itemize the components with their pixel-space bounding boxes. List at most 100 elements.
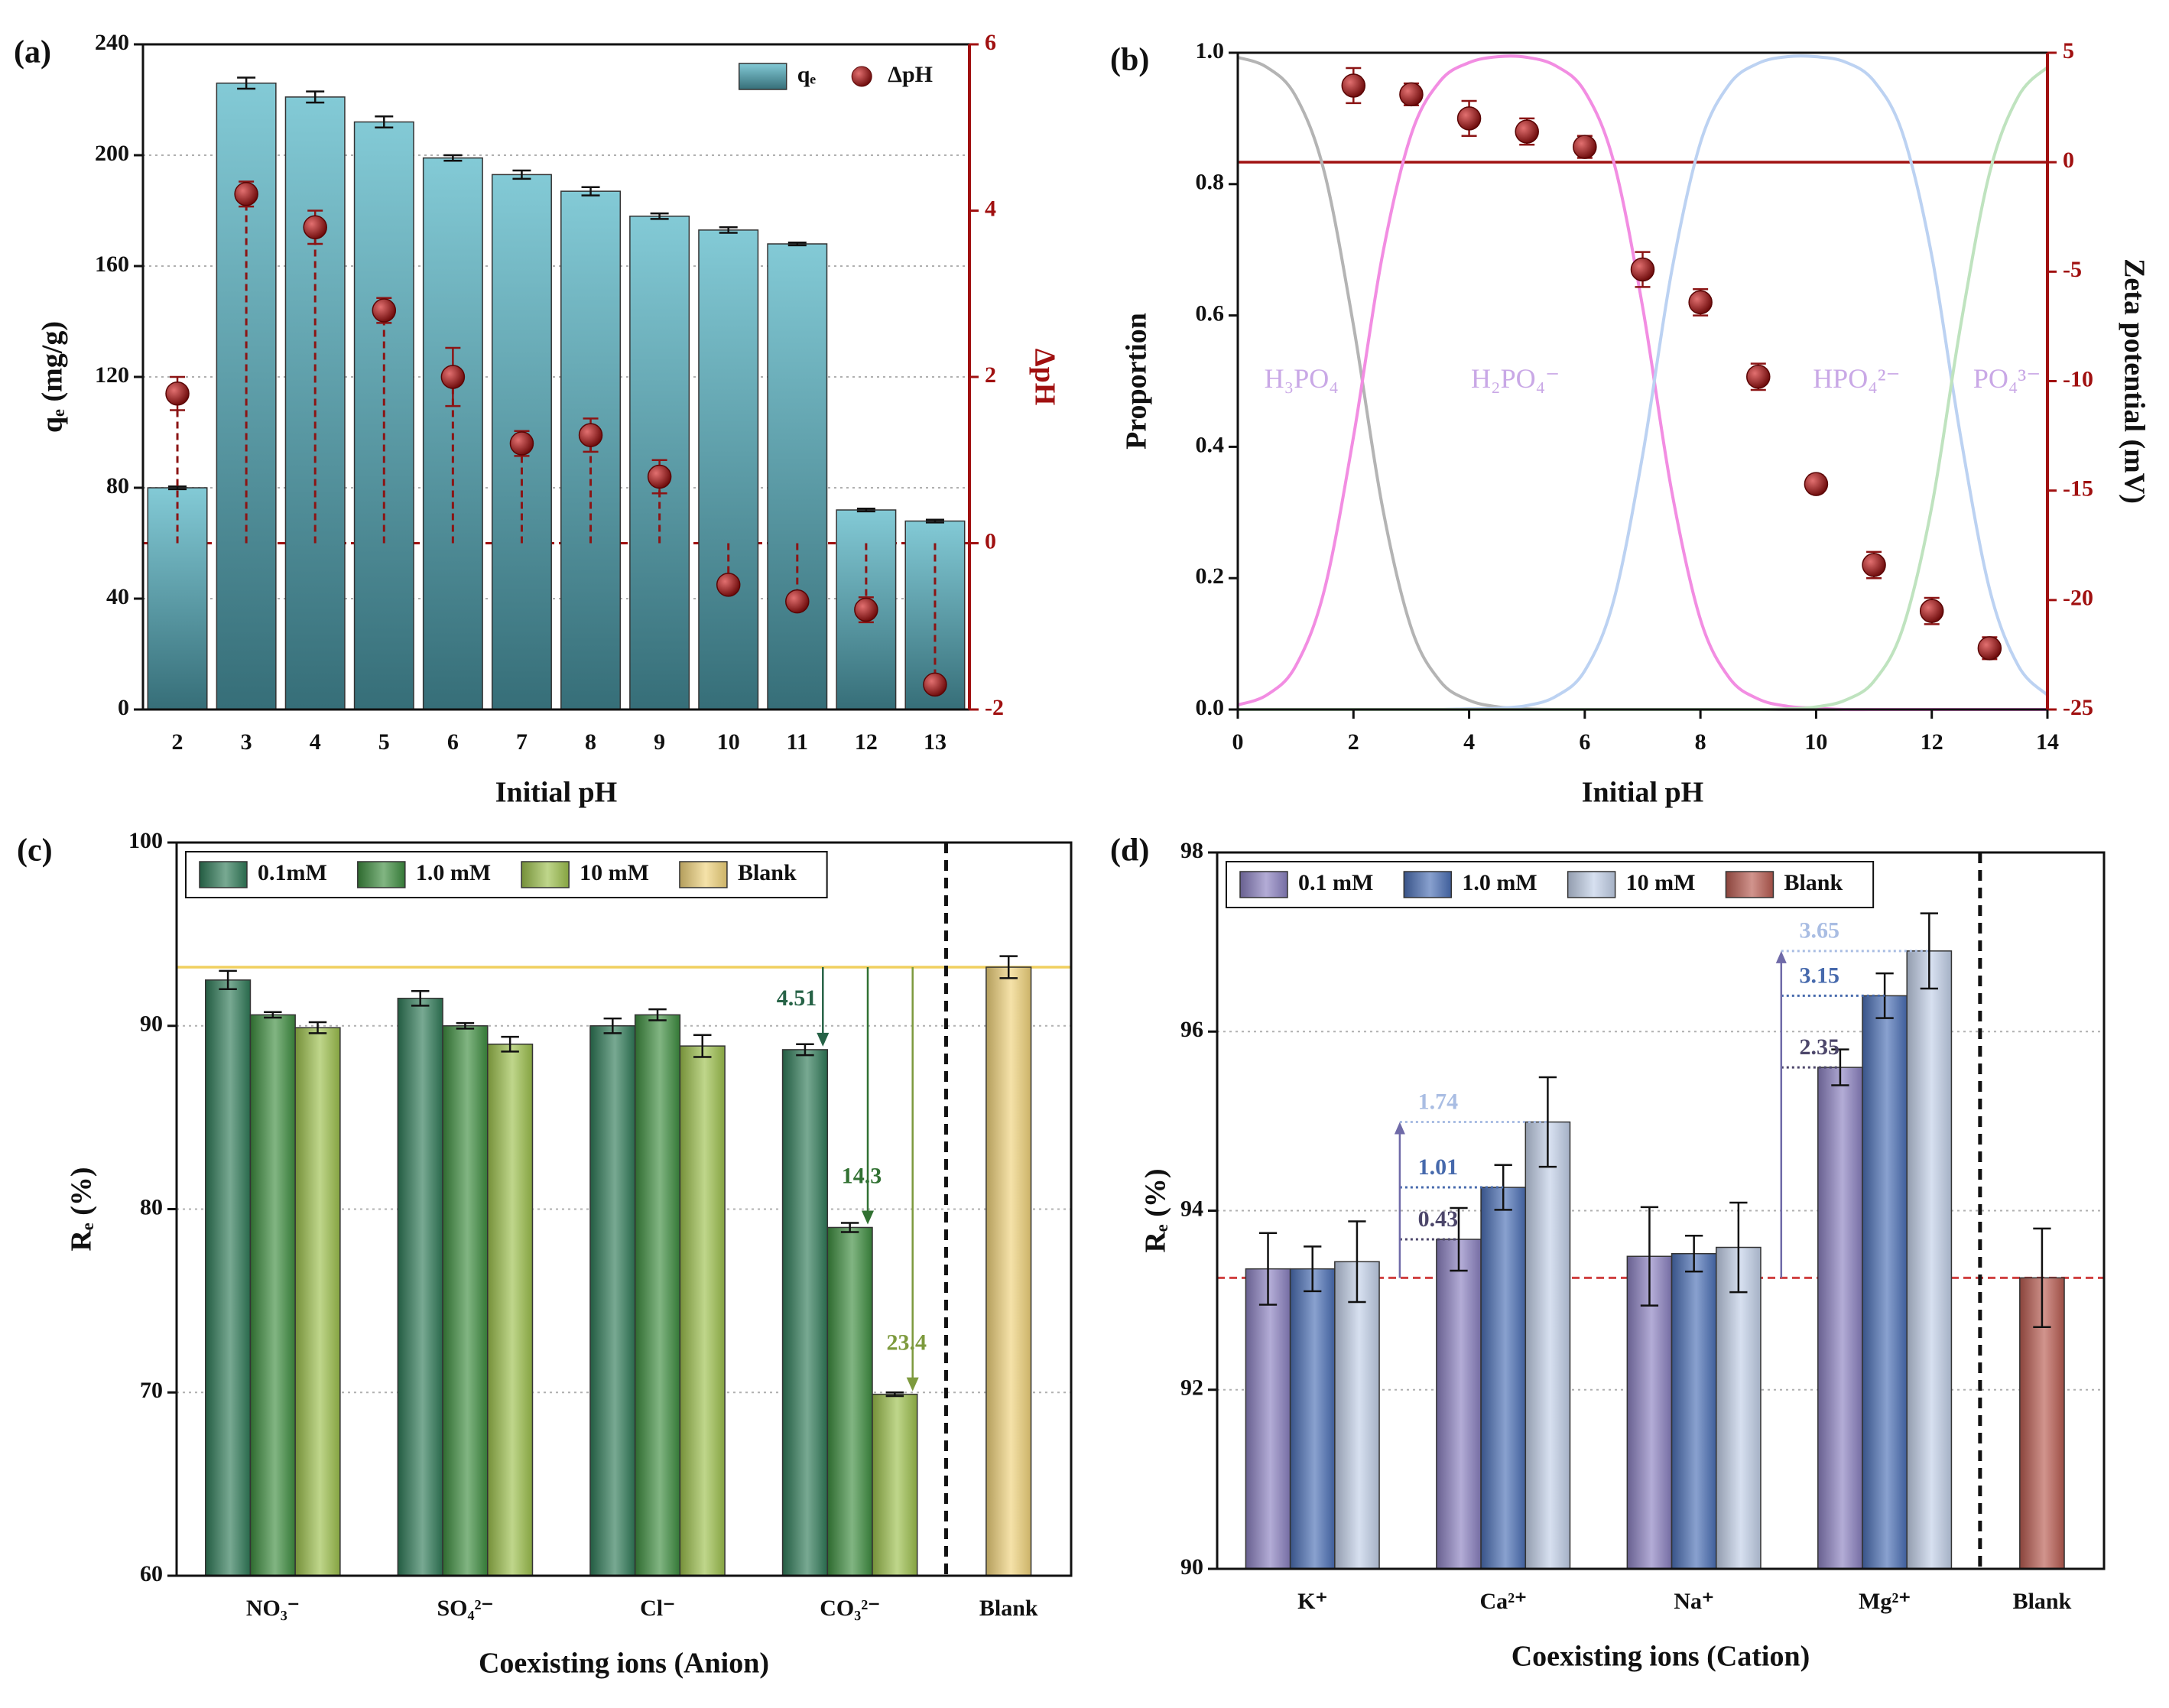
bar [1626,1255,1673,1570]
point [854,597,878,622]
panel: H₃PO₄ H₂PO₄⁻ HPO₄²⁻ PO₄³⁻ 0.0 0.2 0.4 0.6 0.8 1.0… [1110,38,2150,809]
bar [1671,1252,1717,1570]
x-tick-label: 9 [654,729,665,755]
x-tick-label: 4 [1463,729,1475,755]
legend-swatch [1403,871,1453,898]
legend-swatch [1239,871,1288,898]
y-tick-label: 0.4 [1196,432,1225,457]
y-axis-label: Proportion [1121,313,1153,450]
y2-tick-label: 2 [985,362,996,388]
x-axis-label: Initial pH [1582,777,1703,809]
y-axis-label: Rₑ (%) [1140,1168,1172,1252]
point [1399,82,1424,107]
y-tick-label: 0.0 [1196,695,1225,720]
y2-tick-label: 0 [2063,148,2074,173]
panel: 0 40 80 120 160 200 240 -2 0 2 4 6 ΔpH 2 3 4 5 6 7 8 9 10 11 12… [14,30,1060,809]
legend: 0.1mM 1.0 mM 10 mM Blank [185,851,828,898]
legend-swatch [851,66,872,87]
legend-label: 10 mM [580,860,649,885]
annotation-arrowhead [906,1377,919,1391]
x-tick-label: 14 [2036,729,2059,755]
x-tick-label: Blank [979,1596,1038,1621]
y2-axis-label: Zeta potential (mV) [2118,258,2150,504]
series-label: H₂PO₄⁻ [1471,363,1560,394]
chart-title: (b) [1110,43,1149,78]
x-tick-label: 8 [1695,729,1706,755]
bar [634,1014,681,1576]
annotation: 1.74 [1418,1089,1459,1114]
x-axis-label: Initial pH [495,777,617,809]
y2-tick-label: 0 [985,528,996,554]
bar [147,487,208,710]
annotation: 4.51 [777,986,817,1011]
bar [1480,1187,1527,1570]
point [509,431,534,456]
y-tick-label: 100 [128,828,163,853]
bar [1817,1067,1863,1570]
y-tick-label: 1.0 [1196,38,1225,63]
x-tick-label: 12 [1921,729,1943,755]
y-tick-label: 240 [95,30,129,55]
bar [1334,1261,1380,1570]
point [1515,119,1539,144]
point [303,215,327,239]
y-tick-label: 96 [1180,1017,1203,1042]
point [578,423,603,447]
bar [767,243,828,710]
x-tick-label: 12 [855,729,878,755]
x-tick-label: 3 [241,729,252,755]
x-tick-label: Mg²⁺ [1859,1589,1911,1614]
y-tick-label: 90 [1180,1554,1203,1580]
x-tick-label: 2 [1348,729,1359,755]
point [1573,135,1597,159]
x-tick-label: 6 [447,729,459,755]
y-tick-label: 80 [140,1194,163,1219]
y2-axis-label: ΔpH [1028,349,1060,406]
x-tick-label: Cl⁻ [640,1596,675,1621]
y-tick-label: 0.2 [1196,563,1225,589]
bar [781,1049,829,1576]
y-tick-label: 70 [140,1378,163,1403]
point [1804,472,1829,496]
y2-tick-label: -5 [2063,257,2082,282]
x-tick-label: Blank [2013,1589,2072,1614]
point [1456,106,1482,131]
x-tick-label: 10 [1804,729,1827,755]
annotation: 3.65 [1800,918,1840,943]
y2-tick-label: -20 [2063,586,2093,611]
annotation-arrowhead [817,1032,830,1047]
x-tick-label: SO₄²⁻ [437,1596,493,1621]
point [1746,365,1771,389]
legend-swatch [357,861,406,888]
annotation: 3.15 [1800,963,1840,988]
bar [1862,995,1908,1570]
series-label: HPO₄²⁻ [1813,363,1900,394]
x-tick-label: NO₃⁻ [246,1596,300,1621]
chart-title: (c) [17,833,53,869]
panel: 4.51 14.3 23.4 60 70 80 90 100 NO₃⁻ SO₄²⁻ Cl⁻ CO₃²⁻… [17,828,1073,1680]
legend-swatch [1725,871,1774,898]
annotation-arrowhead [1394,1122,1405,1135]
y-tick-label: 120 [95,362,129,388]
bar [1436,1239,1482,1570]
bar [294,1027,341,1576]
point [1341,73,1366,98]
chart-title: (a) [14,35,51,70]
legend-swatch [679,861,728,888]
bar [872,1393,918,1576]
point [647,464,672,489]
bar [487,1043,534,1576]
x-tick-label: K⁺ [1297,1589,1327,1614]
x-tick-label: 11 [787,729,808,755]
legend-swatch [199,861,248,888]
annotation: 0.43 [1418,1206,1459,1232]
y-tick-label: 160 [95,252,129,277]
bar [249,1014,296,1576]
legend-label: 0.1mM [258,860,327,885]
y-tick-label: 40 [106,584,129,609]
bar [698,229,759,710]
y2-tick-label: 6 [985,30,996,55]
point [1977,636,2002,661]
bar [1245,1268,1291,1570]
